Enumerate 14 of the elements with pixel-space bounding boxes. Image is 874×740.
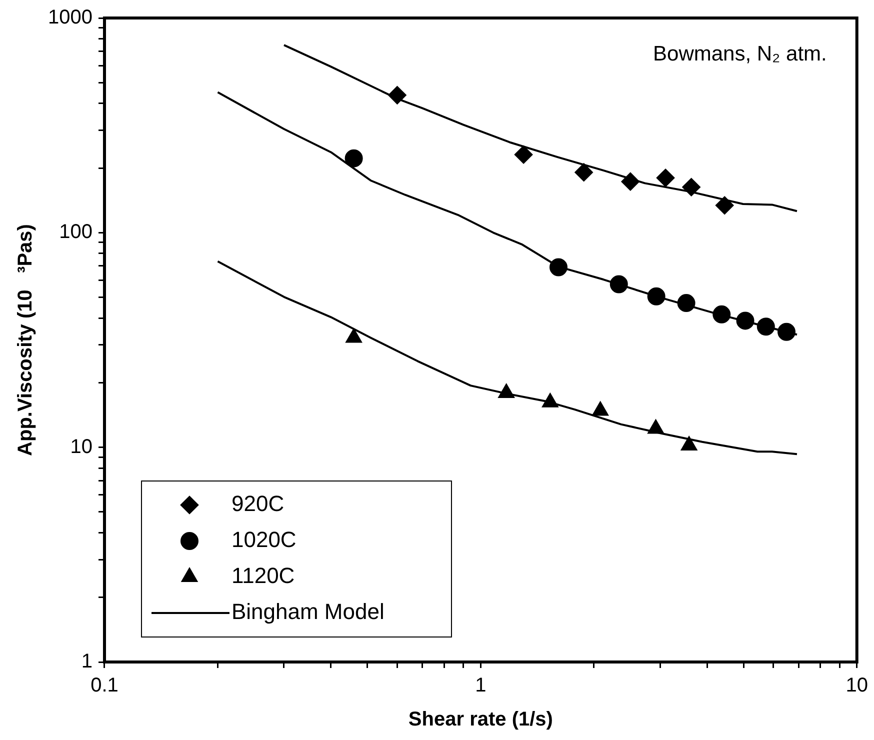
- legend-label: Bingham Model: [231, 599, 384, 624]
- y-tick-label: 10: [70, 436, 92, 458]
- y-axis-title: App.Viscosity (10 ³Pas): [14, 224, 37, 456]
- x-axis-title: Shear rate (1/s): [408, 708, 553, 731]
- x-tick-label: 1: [475, 674, 486, 697]
- legend-label: 920C: [231, 491, 284, 516]
- annotation: Bowmans, N₂ atm.: [653, 42, 827, 66]
- x-tick-label: 0.1: [90, 674, 118, 697]
- legend-label: 1120C: [231, 563, 295, 588]
- y-tick-label: 100: [59, 221, 92, 244]
- y-tick-label: 1000: [48, 6, 92, 29]
- x-tick-label: 10: [846, 674, 868, 697]
- legend-label: 1020C: [231, 527, 296, 552]
- y-tick-label: 1: [81, 650, 92, 673]
